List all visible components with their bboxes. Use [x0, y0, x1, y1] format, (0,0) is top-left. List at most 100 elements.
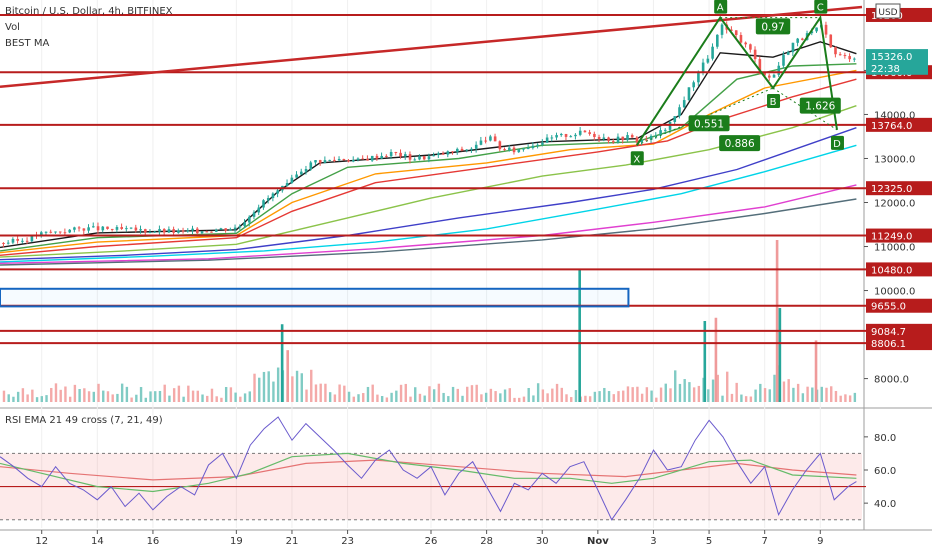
- volume-bar: [239, 396, 242, 402]
- candle-body: [517, 149, 521, 153]
- volume-bar: [588, 396, 592, 402]
- volume-bar: [357, 394, 360, 402]
- volume-bar: [508, 388, 511, 402]
- candle-body: [304, 169, 308, 172]
- candle-body: [687, 87, 691, 101]
- volume-bar: [26, 394, 29, 402]
- candle-body: [522, 148, 525, 150]
- volume-bar: [730, 393, 734, 402]
- volume-bar: [224, 386, 228, 402]
- volume-bar: [650, 390, 653, 402]
- candle-body: [801, 38, 804, 40]
- volume-bar: [692, 387, 696, 402]
- price-axis-label: 10000.0: [874, 287, 915, 298]
- volume-bar: [50, 387, 53, 402]
- volume-spike: [775, 240, 779, 402]
- candle-body: [621, 136, 625, 141]
- candle-body: [162, 229, 166, 233]
- candle-body: [144, 229, 147, 233]
- volume-bar: [409, 396, 412, 402]
- candle-body: [177, 230, 180, 233]
- candle-body: [673, 116, 677, 122]
- volume-bar: [603, 387, 606, 402]
- level-price-tag: [866, 117, 932, 132]
- volume-bar: [418, 393, 422, 402]
- volume-bar: [484, 392, 488, 402]
- candle-body: [503, 149, 506, 151]
- pattern-ratio-badge: [688, 115, 730, 132]
- volume-bar: [206, 395, 209, 402]
- volume-bar: [801, 393, 805, 402]
- candle-body: [711, 46, 714, 59]
- range-rectangle: [0, 287, 630, 308]
- candle-body: [243, 222, 246, 227]
- candle-body: [6, 242, 10, 244]
- candle-body: [210, 231, 213, 233]
- volume-bar: [172, 388, 176, 402]
- volume-bar: [328, 392, 332, 402]
- rsi-indicator-label: RSI EMA 21 49 cross (7, 21, 49): [5, 415, 163, 426]
- candle-body: [635, 137, 639, 143]
- volume-bar: [380, 396, 384, 402]
- volume-bar: [158, 390, 162, 402]
- candle-body: [328, 159, 331, 161]
- candle-body: [300, 171, 303, 175]
- time-axis-label: Nov: [587, 536, 609, 547]
- volume-bar: [371, 384, 374, 402]
- pattern-ratio-badge: [799, 97, 841, 114]
- candle-body: [602, 137, 606, 139]
- time-axis-label: 12: [35, 536, 48, 547]
- volume-bar: [31, 389, 34, 402]
- volume-bar: [45, 395, 48, 402]
- candle-body: [749, 44, 752, 50]
- candle-body: [739, 35, 743, 43]
- volume-bar: [395, 390, 398, 402]
- candle-body: [612, 141, 615, 143]
- volume-bar: [721, 395, 724, 402]
- candle-body: [389, 151, 393, 157]
- volume-bar: [655, 397, 658, 402]
- candle-body: [214, 229, 218, 232]
- candle-body: [734, 30, 738, 36]
- candle-body: [82, 228, 86, 231]
- candle-body: [664, 129, 667, 131]
- volume-bar: [645, 387, 649, 402]
- candle-body: [720, 24, 724, 35]
- current-price-label: 22:38: [871, 64, 900, 75]
- price-axis-label: 13000.0: [874, 154, 915, 165]
- volume-bar: [135, 394, 138, 402]
- candle-body: [16, 238, 20, 241]
- volume-bar: [215, 396, 218, 402]
- volume-bar: [768, 389, 771, 402]
- candle-body: [753, 49, 757, 60]
- volume-bar: [16, 391, 20, 402]
- volume-spike: [280, 324, 284, 402]
- candle-body: [68, 229, 72, 233]
- volume-bar: [678, 383, 682, 402]
- candle-body: [512, 147, 516, 153]
- candle-body: [427, 156, 431, 160]
- volume-bar: [2, 390, 6, 402]
- candle-body: [498, 141, 502, 150]
- volume-label: Vol: [5, 22, 20, 33]
- volume-bar: [35, 397, 39, 402]
- pattern-ratio-label: 0.551: [694, 118, 724, 130]
- candle-body: [626, 135, 629, 141]
- candle-body: [115, 227, 119, 230]
- volume-spike: [714, 317, 718, 402]
- candle-body: [526, 148, 530, 150]
- volume-bar: [333, 394, 337, 402]
- volume-bar: [551, 388, 554, 402]
- candle-body: [120, 227, 124, 229]
- candle-body: [370, 155, 374, 161]
- volume-bar: [669, 388, 672, 402]
- pattern-point-badge: [630, 151, 644, 166]
- candle-body: [148, 231, 152, 233]
- volume-bar: [513, 397, 516, 402]
- volume-bar: [399, 384, 403, 402]
- candle-body: [824, 24, 828, 35]
- candle-body: [474, 144, 478, 149]
- candle-body: [588, 132, 591, 134]
- volume-bar: [848, 395, 852, 402]
